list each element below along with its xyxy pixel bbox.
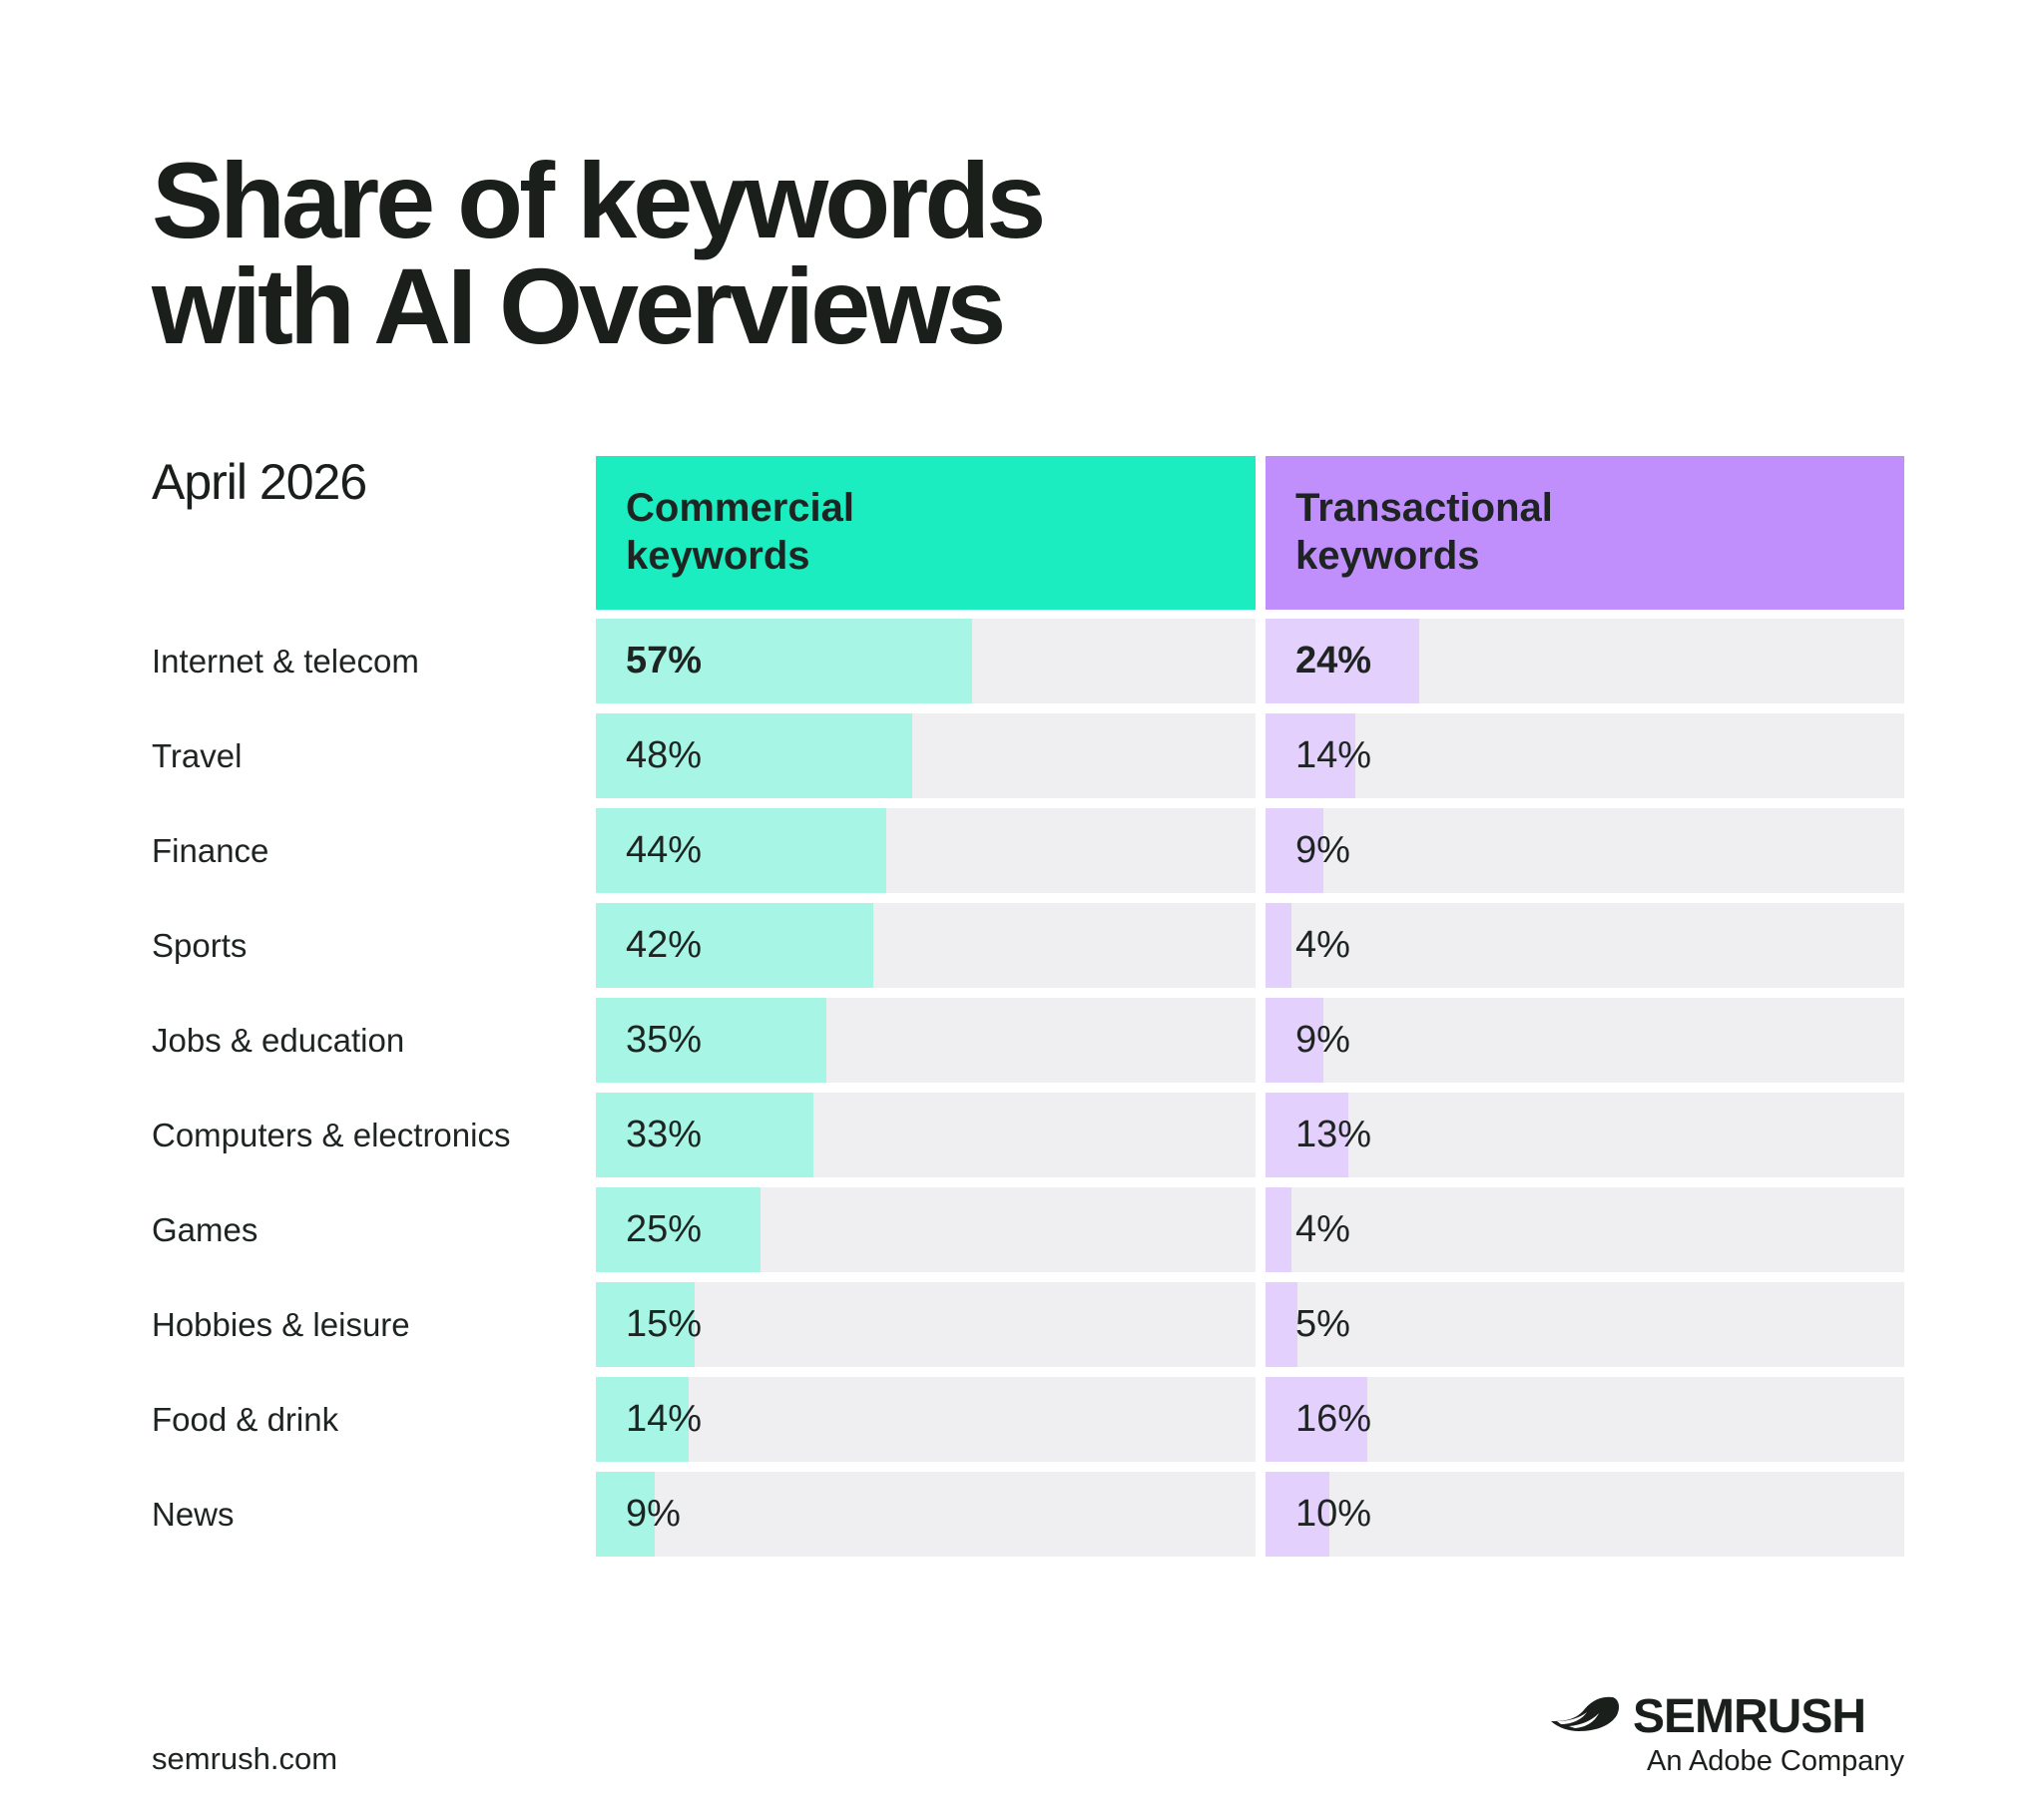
commercial-bar-track: 57% [596,619,1256,703]
commercial-bar [596,713,913,798]
commercial-value-label: 25% [626,1208,703,1250]
transactional-header-line-1: Transactional [1295,486,1553,530]
footer-url: semrush.com [152,1741,338,1776]
commercial-bar-track: 44% [596,808,1256,893]
category-label: Jobs & education [152,1022,405,1059]
transactional-bar [1266,998,1323,1083]
transactional-value-label: 4% [1295,1208,1350,1250]
table-row: Games 25% 4% [0,1187,2044,1272]
commercial-bar [596,998,827,1083]
table-row: Hobbies & leisure 15% 5% [0,1282,2044,1367]
table-row: Travel 48% 14% [0,713,2044,798]
commercial-header: Commercial keywords [596,456,1256,610]
transactional-bar [1266,1093,1349,1177]
title-line-1: Share of keywords [152,140,1046,260]
transactional-value-label: 10% [1295,1493,1372,1535]
transactional-value-label: 9% [1295,829,1350,871]
table-row: Finance 44% 9% [0,808,2044,893]
category-label: Finance [152,832,269,869]
commercial-bar-track: 9% [596,1472,1256,1557]
commercial-bar-track: 14% [596,1377,1256,1462]
transactional-header-line-2: keywords [1295,534,1480,578]
transactional-bar [1266,1187,1291,1272]
date-label: April 2026 [152,454,367,510]
table-row: Internet & telecom 57% 24% [0,619,2044,703]
commercial-bar [596,1187,762,1272]
category-label: Travel [152,737,243,774]
commercial-bar-track: 33% [596,1093,1256,1177]
commercial-bar-track: 15% [596,1282,1256,1367]
commercial-value-label: 35% [626,1019,703,1061]
commercial-bar [596,619,972,703]
commercial-value-label: 33% [626,1114,703,1155]
transactional-bar-track: 24% [1266,619,1904,703]
commercial-value-label: 57% [626,640,703,681]
commercial-value-label: 9% [626,1493,681,1535]
transactional-value-label: 5% [1295,1303,1350,1345]
table-row: Jobs & education 35% 9% [0,998,2044,1083]
commercial-bar [596,903,873,988]
transactional-bar-track: 9% [1266,998,1904,1083]
category-label: News [152,1496,235,1533]
commercial-value-label: 14% [626,1398,703,1440]
commercial-value-label: 42% [626,924,703,966]
title-line-2: with AI Overviews [152,245,1006,366]
category-label: Games [152,1211,258,1248]
commercial-header-line-2: keywords [626,534,810,578]
table-row: Sports 42% 4% [0,903,2044,988]
transactional-value-label: 13% [1295,1114,1372,1155]
commercial-bar-track: 42% [596,903,1256,988]
transactional-value-label: 14% [1295,734,1372,776]
commercial-bar [596,1282,696,1367]
commercial-value-label: 15% [626,1303,703,1345]
transactional-bar-track: 5% [1266,1282,1904,1367]
commercial-header-line-1: Commercial [626,486,854,530]
brand-name: SEMRUSH [1633,1690,1866,1743]
commercial-bar-track: 48% [596,713,1256,798]
transactional-header: Transactional keywords [1266,456,1904,610]
transactional-bar [1266,1377,1368,1462]
transactional-bar [1266,1282,1297,1367]
table-row: Computers & electronics 33% 13% [0,1093,2044,1177]
transactional-bar [1266,619,1419,703]
transactional-bar-track: 4% [1266,1187,1904,1272]
category-label: Food & drink [152,1401,339,1438]
chart-title: Share of keywords with AI Overviews [152,140,1046,366]
brand-tagline: An Adobe Company [1647,1745,1904,1777]
transactional-bar-track: 10% [1266,1472,1904,1557]
transactional-bar [1266,903,1291,988]
transactional-value-label: 4% [1295,924,1350,966]
commercial-bar [596,1472,656,1557]
semrush-flame-icon [1551,1696,1620,1731]
commercial-bar-track: 35% [596,998,1256,1083]
semrush-logo: SEMRUSH An Adobe Company [1549,1689,1904,1779]
transactional-bar-track: 9% [1266,808,1904,893]
transactional-bar [1266,713,1355,798]
commercial-value-label: 44% [626,829,703,871]
category-label: Sports [152,927,248,964]
table-row: News 9% 10% [0,1472,2044,1557]
transactional-bar [1266,1472,1329,1557]
commercial-bar [596,1093,814,1177]
transactional-value-label: 16% [1295,1398,1372,1440]
transactional-value-label: 9% [1295,1019,1350,1061]
transactional-bar [1266,808,1323,893]
transactional-value-label: 24% [1295,640,1372,681]
transactional-bar-track: 14% [1266,713,1904,798]
commercial-value-label: 48% [626,734,703,776]
transactional-bar-track: 4% [1266,903,1904,988]
commercial-bar-track: 25% [596,1187,1256,1272]
transactional-bar-track: 16% [1266,1377,1904,1462]
table-row: Food & drink 14% 16% [0,1377,2044,1462]
transactional-bar-track: 13% [1266,1093,1904,1177]
commercial-bar [596,808,886,893]
category-label: Hobbies & leisure [152,1306,410,1343]
category-label: Internet & telecom [152,643,419,680]
commercial-bar [596,1377,689,1462]
category-label: Computers & electronics [152,1117,511,1153]
